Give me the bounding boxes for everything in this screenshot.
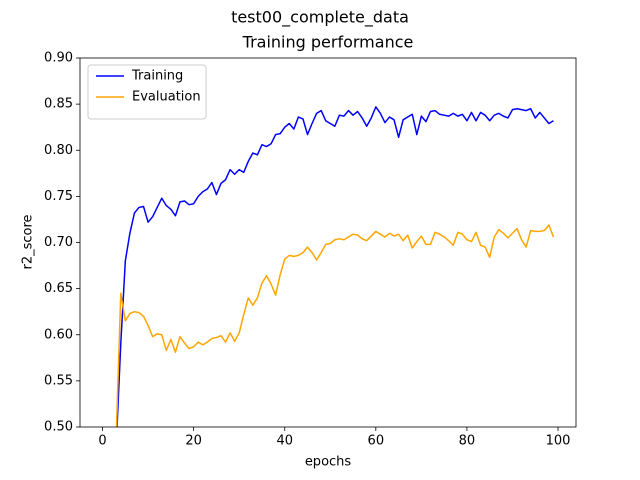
y-tick-label: 0.80 [44, 143, 73, 158]
x-tick-label: 80 [459, 434, 476, 449]
chart-title: Training performance [242, 33, 414, 52]
axes-frame [79, 57, 577, 428]
x-tick-label: 20 [185, 434, 202, 449]
y-tick-label: 0.70 [44, 235, 73, 250]
series-line [116, 106, 554, 427]
x-tick-label: 40 [276, 434, 293, 449]
series-line [115, 224, 555, 427]
y-tick-label: 0.75 [44, 189, 73, 204]
y-tick-label: 0.55 [44, 373, 73, 388]
y-tick-label: 0.65 [44, 281, 73, 296]
x-axis-label: epochs [305, 455, 352, 470]
legend-box [87, 64, 207, 120]
legend-label: Training [131, 69, 183, 84]
y-axis-label: r2_score [21, 214, 36, 269]
plot-area [115, 106, 555, 427]
x-tick-label: 60 [368, 434, 385, 449]
x-tick-label: 0 [98, 434, 106, 449]
suptitle: test00_complete_data [231, 8, 409, 28]
y-tick-label: 0.50 [44, 420, 73, 435]
y-tick-label: 0.85 [44, 97, 73, 112]
y-tick-label: 0.90 [44, 51, 73, 66]
x-tick-label: 100 [546, 434, 571, 449]
legend-label: Evaluation [132, 90, 201, 105]
y-tick-label: 0.60 [44, 327, 73, 342]
